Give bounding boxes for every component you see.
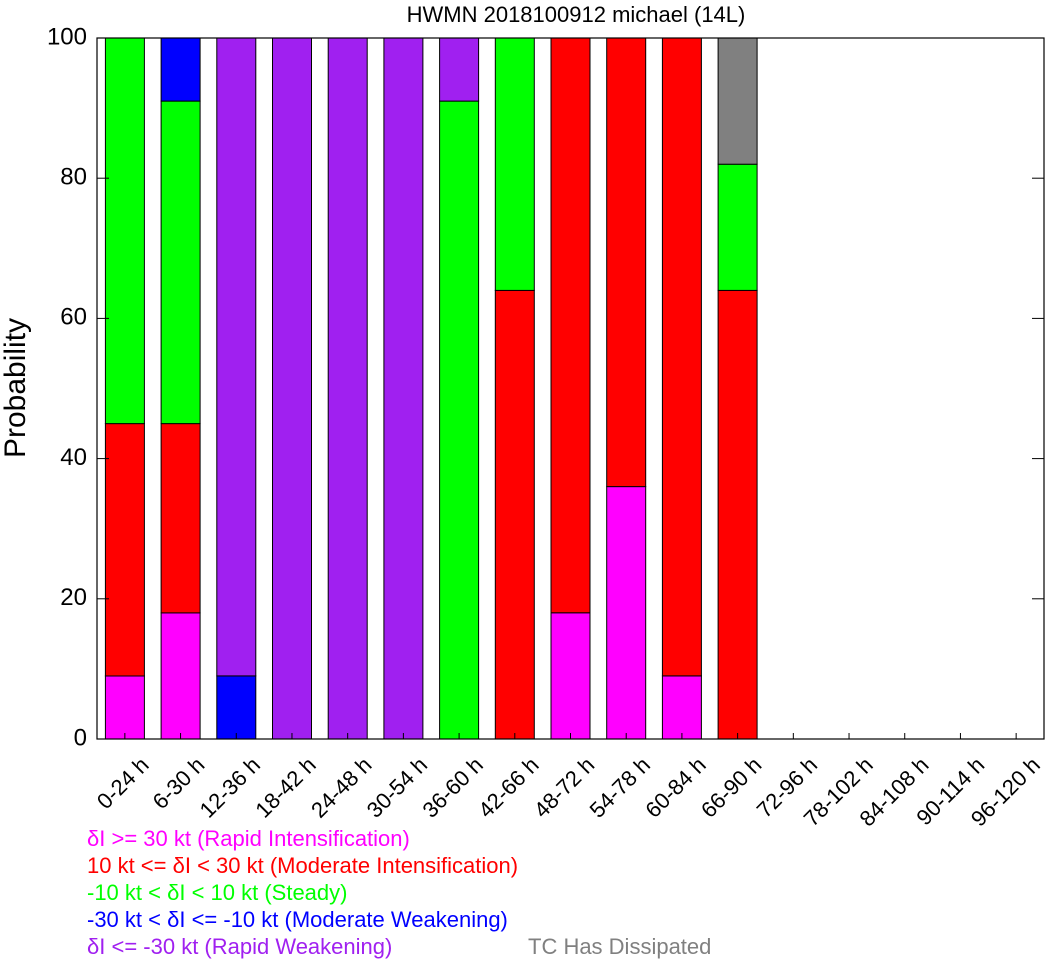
y-tick-label: 100 bbox=[47, 23, 87, 50]
bar-segment bbox=[383, 37, 424, 740]
bar-segment bbox=[717, 37, 758, 165]
legend-entry: -30 kt < δI <= -10 kt (Moderate Weakenin… bbox=[87, 907, 508, 932]
chart-title: HWMN 2018100912 michael (14L) bbox=[407, 2, 746, 27]
x-tick-label: 48-72 h bbox=[529, 752, 599, 822]
y-axis-label: Probability bbox=[0, 318, 32, 458]
bar-segment bbox=[550, 37, 591, 614]
y-tick-label: 80 bbox=[60, 164, 87, 191]
bar-segment bbox=[606, 486, 647, 740]
bar-segment bbox=[661, 37, 702, 677]
legend-entry: TC Has Dissipated bbox=[528, 934, 711, 959]
axes-group bbox=[96, 37, 1045, 740]
legend-entry: δI >= 30 kt (Rapid Intensification) bbox=[87, 826, 410, 851]
y-tick-label: 0 bbox=[74, 724, 87, 751]
bar-segment bbox=[717, 163, 758, 291]
x-tick-label: 0-24 h bbox=[92, 752, 154, 814]
bar-segment bbox=[606, 37, 647, 488]
y-tick-label: 40 bbox=[60, 444, 87, 471]
x-tick-label: 30-54 h bbox=[362, 752, 432, 822]
bar-segment bbox=[160, 100, 201, 425]
bar-segment bbox=[160, 612, 201, 740]
bar-segment bbox=[661, 675, 702, 740]
x-tick-label: 24-48 h bbox=[306, 752, 376, 822]
bar-segment bbox=[104, 675, 145, 740]
x-tick-label: 36-60 h bbox=[417, 752, 487, 822]
y-tick-labels: 0 20 40 60 80 100 bbox=[47, 23, 87, 751]
legend: δI >= 30 kt (Rapid Intensification)10 kt… bbox=[87, 826, 711, 959]
x-tick-label: 54-78 h bbox=[585, 752, 655, 822]
bar-segment bbox=[216, 37, 257, 677]
bar-segment bbox=[439, 37, 480, 102]
legend-entry: δI <= -30 kt (Rapid Weakening) bbox=[87, 934, 392, 959]
y-tick-label: 60 bbox=[60, 304, 87, 331]
bar-segment bbox=[160, 423, 201, 614]
bar-segment bbox=[439, 100, 480, 740]
bar-segment bbox=[160, 37, 201, 102]
bar-segment bbox=[494, 37, 535, 291]
bar-segment bbox=[550, 612, 591, 740]
legend-entry: 10 kt <= δI < 30 kt (Moderate Intensific… bbox=[87, 853, 518, 878]
x-tick-label: 66-90 h bbox=[696, 752, 766, 822]
x-tick-labels: 0-24 h6-30 h12-36 h18-42 h24-48 h30-54 h… bbox=[92, 752, 1045, 831]
bar-segment bbox=[216, 675, 257, 740]
x-tick-label: 12-36 h bbox=[195, 752, 265, 822]
bar-segment bbox=[104, 423, 145, 677]
x-tick-label: 60-84 h bbox=[640, 752, 710, 822]
x-tick-label: 42-66 h bbox=[473, 752, 543, 822]
bar-segment bbox=[272, 37, 312, 740]
x-tick-label: 18-42 h bbox=[250, 752, 320, 822]
bars-group bbox=[104, 37, 758, 740]
bar-segment bbox=[104, 37, 145, 425]
legend-entry: -10 kt < δI < 10 kt (Steady) bbox=[87, 880, 347, 905]
y-tick-label: 20 bbox=[60, 584, 87, 611]
bar-segment bbox=[327, 37, 368, 740]
bar-segment bbox=[494, 289, 535, 740]
bar-segment bbox=[717, 289, 758, 740]
